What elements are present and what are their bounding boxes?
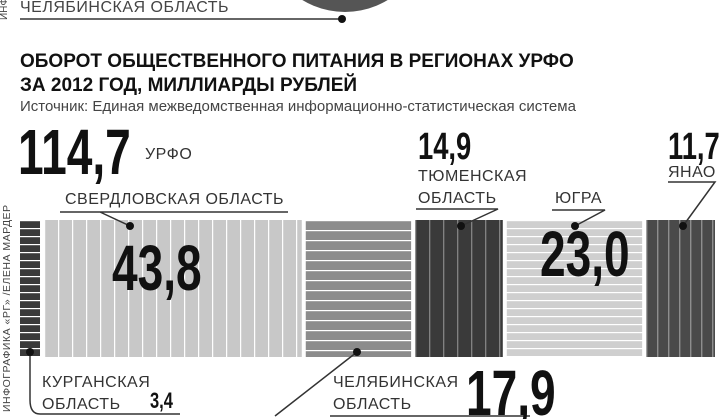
title-line: ЗА 2012 ГОД, МИЛЛИАРДЫ РУБЛЕЙ [20, 75, 358, 96]
title-line: ОБОРОТ ОБЩЕСТВЕННОГО ПИТАНИЯ В РЕГИОНАХ … [20, 51, 574, 72]
value-label: 3,4 [150, 388, 173, 413]
category-label: ЧЕЛЯБИНСКАЯ ОБЛАСТЬ [333, 374, 459, 413]
bar-segment [20, 220, 41, 357]
bar-segment [44, 220, 302, 357]
fragment-label: ЧЕЛЯБИНСКАЯ ОБЛАСТЬ [20, 0, 230, 16]
leader [552, 209, 606, 227]
category-label: СВЕРДЛОВСКАЯ ОБЛАСТЬ [65, 191, 285, 208]
fragment-circle [302, 0, 388, 12]
category-label: ЯНАО [668, 164, 716, 181]
value-label: 11,7 [668, 126, 720, 168]
category-label: ТЮМЕНСКАЯ ОБЛАСТЬ [418, 168, 528, 207]
subtitle: Источник: Единая межведомственная информ… [20, 98, 576, 115]
category-label: ЮГРА [555, 190, 603, 207]
bar-segment [646, 220, 715, 357]
leader [274, 351, 530, 417]
value-label: 23,0 [540, 218, 630, 290]
credit: ИНФОГРАФИКА «РГ» /ЕЛЕНА МАРДЕР [1, 204, 13, 412]
leader [29, 352, 180, 415]
leader [60, 211, 288, 227]
fragment-dot [338, 15, 346, 23]
total-name: УРФО [145, 146, 193, 163]
bar-segment [415, 220, 503, 357]
value-label: 43,8 [112, 232, 202, 304]
category-label: КУРГАНСКАЯ ОБЛАСТЬ [42, 374, 151, 413]
bar-segment [506, 220, 643, 357]
value-label: 17,9 [466, 357, 556, 419]
total-value: 114,7 [18, 116, 131, 188]
value-label: 14,9 [418, 126, 472, 168]
leader [668, 181, 717, 227]
leader-dots [26, 222, 687, 356]
bar-segment [305, 220, 412, 357]
credit-fragment: ИНФ [0, 0, 10, 20]
leaders [29, 181, 717, 417]
leader [416, 208, 499, 227]
